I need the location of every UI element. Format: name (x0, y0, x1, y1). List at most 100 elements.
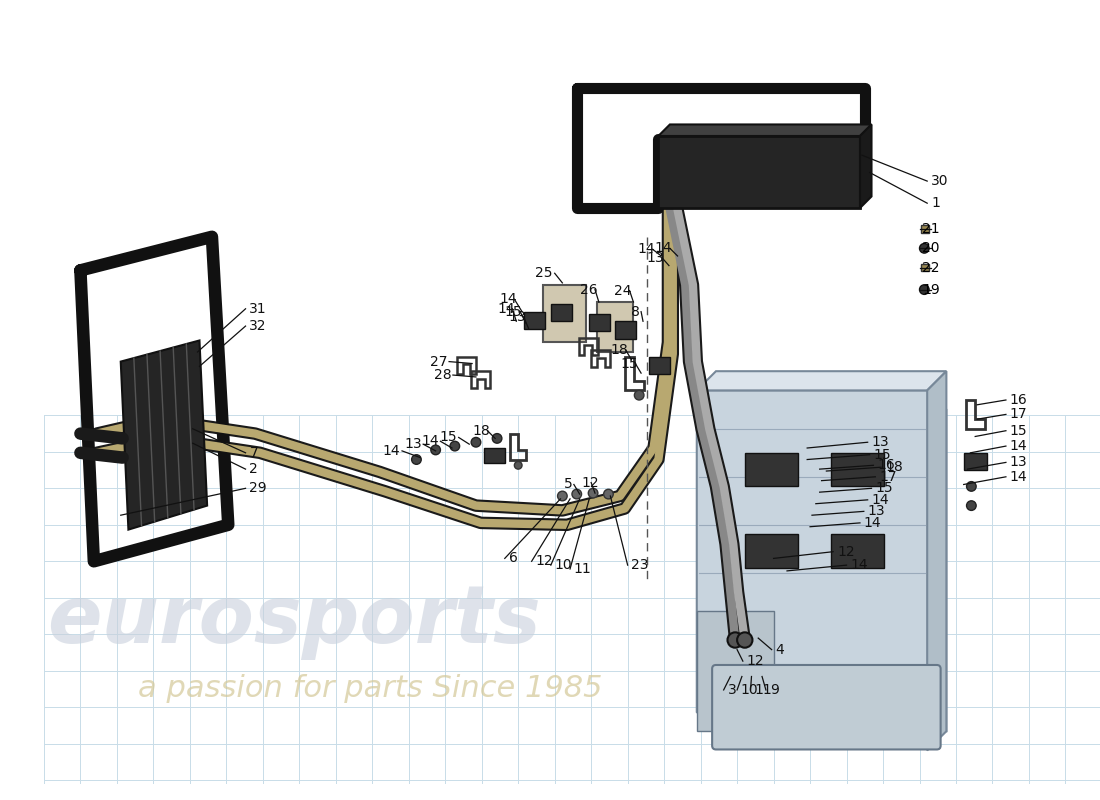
Text: 19: 19 (923, 282, 940, 297)
Text: 15: 15 (440, 430, 458, 445)
Bar (745, 534, 798, 568)
Text: 13: 13 (508, 310, 526, 325)
Text: 14: 14 (383, 444, 400, 458)
Bar (590, 314, 610, 331)
Text: 14: 14 (850, 558, 868, 572)
Text: 14: 14 (1010, 470, 1027, 484)
Circle shape (588, 488, 598, 498)
Circle shape (967, 482, 976, 491)
Text: 30: 30 (931, 174, 948, 188)
Polygon shape (659, 125, 871, 136)
Text: eurosports: eurosports (46, 582, 540, 660)
Polygon shape (927, 371, 946, 750)
Text: 8: 8 (631, 305, 640, 318)
Bar (597, 302, 634, 352)
Bar (551, 304, 572, 322)
Text: 11: 11 (755, 683, 772, 697)
Text: a passion for parts Since 1985: a passion for parts Since 1985 (139, 674, 603, 702)
Text: 7: 7 (250, 446, 258, 460)
Text: 13: 13 (868, 504, 886, 518)
Bar (543, 285, 586, 342)
Text: 10: 10 (741, 683, 759, 697)
Polygon shape (696, 611, 773, 731)
Text: 20: 20 (923, 242, 939, 255)
Text: 32: 32 (250, 319, 267, 333)
Circle shape (450, 442, 460, 451)
Text: 13: 13 (404, 437, 421, 451)
Text: 18: 18 (884, 460, 903, 474)
Circle shape (493, 434, 502, 443)
Text: 22: 22 (923, 261, 939, 274)
Text: 16: 16 (878, 458, 895, 472)
Text: 24: 24 (614, 283, 631, 298)
Text: 6: 6 (508, 551, 517, 566)
Bar (745, 453, 798, 486)
Text: 10: 10 (554, 558, 572, 572)
Text: 14: 14 (421, 434, 439, 448)
Text: 16: 16 (1010, 393, 1027, 407)
Polygon shape (922, 226, 930, 233)
Text: 15: 15 (505, 305, 522, 318)
Circle shape (572, 490, 582, 499)
Text: 13: 13 (1010, 455, 1027, 470)
Bar (832, 534, 884, 568)
Bar (832, 453, 884, 486)
Text: 15: 15 (876, 482, 893, 495)
Circle shape (635, 390, 643, 400)
Text: 4: 4 (776, 642, 784, 657)
Text: 14: 14 (497, 302, 515, 316)
Bar (964, 453, 987, 470)
Circle shape (920, 285, 929, 294)
Text: 13: 13 (871, 435, 889, 450)
Text: 12: 12 (747, 654, 764, 668)
Circle shape (431, 445, 440, 454)
Text: 14: 14 (499, 292, 517, 306)
Text: 26: 26 (580, 282, 597, 297)
Text: 17: 17 (879, 470, 896, 484)
Text: 12: 12 (582, 475, 600, 490)
Text: 11: 11 (574, 562, 592, 576)
Text: 28: 28 (433, 368, 451, 382)
Polygon shape (696, 371, 946, 390)
Bar (615, 322, 636, 338)
Text: 21: 21 (923, 222, 940, 236)
Text: 14: 14 (637, 242, 654, 256)
Text: 29: 29 (250, 482, 267, 495)
Circle shape (604, 490, 613, 499)
Polygon shape (922, 264, 930, 271)
Bar (484, 448, 505, 463)
Polygon shape (696, 390, 946, 731)
Text: 13: 13 (647, 251, 664, 265)
Text: 12: 12 (837, 545, 855, 558)
Polygon shape (860, 125, 871, 208)
Circle shape (737, 632, 752, 648)
Bar (649, 357, 670, 374)
Polygon shape (121, 341, 207, 530)
Text: 18: 18 (472, 424, 490, 438)
Bar (524, 312, 546, 329)
Circle shape (727, 632, 742, 648)
Text: 14: 14 (1010, 439, 1027, 453)
Text: 1: 1 (931, 196, 939, 210)
FancyBboxPatch shape (712, 665, 940, 750)
Text: 12: 12 (536, 554, 553, 568)
Circle shape (558, 491, 568, 501)
Text: 14: 14 (871, 493, 889, 507)
Circle shape (471, 438, 481, 447)
Text: 14: 14 (864, 516, 881, 530)
Circle shape (515, 462, 522, 469)
Polygon shape (659, 136, 860, 208)
Text: 5: 5 (564, 478, 573, 491)
Text: 3: 3 (727, 683, 736, 697)
Text: 25: 25 (536, 266, 553, 280)
Circle shape (411, 454, 421, 464)
Circle shape (920, 243, 929, 253)
Text: 15: 15 (620, 357, 638, 370)
Text: 2: 2 (250, 462, 258, 476)
Text: 18: 18 (610, 343, 628, 357)
Text: 15: 15 (1010, 424, 1027, 438)
Text: 31: 31 (250, 302, 267, 316)
Circle shape (967, 501, 976, 510)
Text: 27: 27 (430, 354, 448, 369)
Text: 9: 9 (770, 683, 779, 697)
